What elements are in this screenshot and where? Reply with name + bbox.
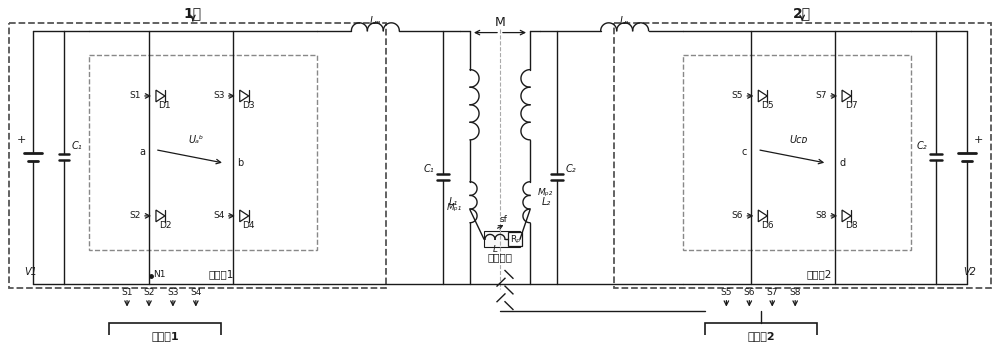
Text: 1侧: 1侧 [184,6,202,20]
Text: S8: S8 [816,211,827,220]
Bar [614,23,991,288]
Text: M: M [495,16,505,29]
Text: S8: S8 [789,288,801,297]
Text: D7: D7 [845,101,857,110]
Text: Lₘ: Lₘ [370,16,381,26]
Text: D1: D1 [159,101,171,110]
Text: c: c [742,146,747,157]
Text: V2: V2 [963,267,976,277]
Text: a: a [139,146,145,157]
Text: Uᴄᴅ: Uᴄᴅ [789,135,807,145]
Text: L₂: L₂ [542,197,551,207]
Text: C₁: C₁ [72,141,82,151]
Text: sf: sf [499,215,507,224]
Text: S3: S3 [167,288,179,297]
Bar [683,55,911,250]
Text: S1: S1 [121,288,133,297]
Text: C₂: C₂ [917,141,927,151]
Text: Mₚ₁: Mₚ₁ [447,202,462,212]
Text: S4: S4 [190,288,202,297]
Bar [508,233,522,246]
Text: S7: S7 [816,91,827,101]
Text: S4: S4 [213,211,225,220]
Text: V1: V1 [24,267,37,277]
Text: S5: S5 [732,91,743,101]
Text: b: b [237,158,243,168]
Text: D8: D8 [845,221,857,230]
Text: S6: S6 [744,288,755,297]
Text: N1: N1 [153,270,165,279]
Text: Lₙ: Lₙ [620,16,629,26]
Bar [9,23,386,288]
Text: 控制刨1: 控制刨1 [151,331,179,341]
Text: +: + [17,135,26,145]
Text: Rₚ: Rₚ [510,235,520,244]
Text: d: d [839,158,845,168]
Text: D3: D3 [242,101,255,110]
Bar [484,232,520,247]
Text: S1: S1 [130,91,141,101]
Text: D5: D5 [761,101,774,110]
Text: +: + [974,135,983,145]
Text: L: L [493,245,498,253]
Bar [705,323,817,342]
Text: 2侧: 2侧 [793,6,811,20]
Text: D4: D4 [242,221,255,230]
Text: S6: S6 [732,211,743,220]
Text: D6: D6 [761,221,774,230]
Text: S7: S7 [766,288,778,297]
Bar [89,55,317,250]
Text: 变换刨1: 变换刨1 [208,269,233,279]
Text: 探测线圈: 探测线圈 [488,252,512,262]
Bar [109,323,221,342]
Text: S3: S3 [213,91,225,101]
Text: S5: S5 [721,288,732,297]
Text: 变换刨2: 变换刨2 [806,269,832,279]
Text: D2: D2 [159,221,171,230]
Text: C₂: C₂ [565,164,576,174]
Text: L₁: L₁ [449,197,458,207]
Text: Uₐᵇ: Uₐᵇ [188,135,203,145]
Text: S2: S2 [130,211,141,220]
Text: Mₚ₂: Mₚ₂ [538,188,553,197]
Text: 控制刨2: 控制刨2 [747,331,775,341]
Text: C₁: C₁ [424,164,435,174]
Text: S2: S2 [143,288,155,297]
